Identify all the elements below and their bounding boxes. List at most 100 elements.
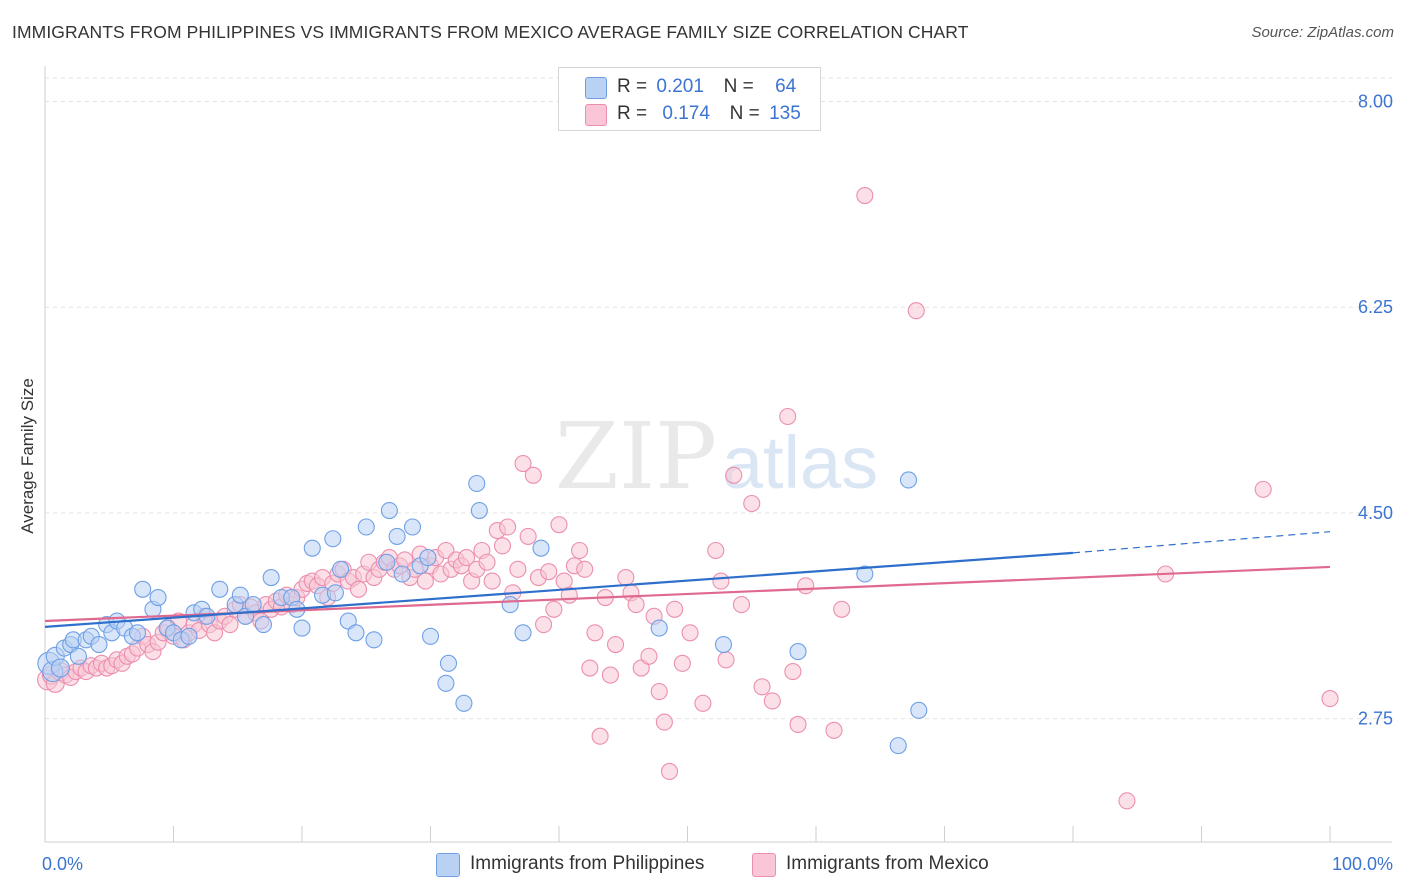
mexico-point	[666, 600, 684, 618]
philippines-point	[357, 518, 375, 536]
mexico-point	[1254, 480, 1272, 498]
mexico-point	[627, 596, 645, 614]
philippines-point	[455, 694, 473, 712]
y-axis-label: Average Family Size	[18, 378, 37, 534]
mexico-point	[349, 580, 368, 598]
x-tick-label: 100.0%	[1332, 854, 1393, 874]
philippines-point	[69, 647, 87, 665]
mexico-point	[673, 654, 691, 672]
legend-n-label: N =	[729, 103, 760, 124]
mexico-point	[478, 553, 496, 571]
mexico-point	[499, 518, 517, 536]
philippines-point	[293, 619, 311, 637]
source-label: Source: ZipAtlas.com	[1251, 24, 1394, 41]
philippines-trend-line	[44, 551, 1074, 629]
mexico-point	[732, 596, 751, 614]
mexico-point	[1118, 792, 1136, 810]
philippines-point	[50, 658, 70, 678]
mexico-point	[591, 727, 609, 745]
watermark: ZIP atlas	[555, 403, 878, 510]
philippines-points	[37, 471, 928, 755]
philippines-point	[347, 624, 365, 642]
mexico-point	[416, 572, 434, 590]
philippines-point	[421, 627, 440, 645]
mexico-point	[717, 651, 735, 669]
mexico-point	[514, 454, 532, 473]
mexico-point	[725, 466, 743, 484]
mexico-point	[457, 549, 476, 567]
mexico-point	[483, 572, 501, 590]
philippines-point	[149, 588, 167, 607]
mexico-point	[856, 186, 874, 205]
mexico-point	[535, 616, 553, 634]
philippines-point	[244, 596, 262, 614]
philippines-point	[254, 616, 273, 634]
mexico-point	[1321, 690, 1339, 708]
trend-lines	[44, 531, 1331, 629]
philippines-point	[365, 631, 383, 649]
legend-n-label: N =	[723, 76, 754, 97]
philippines-point	[439, 654, 458, 672]
philippines-point	[388, 527, 406, 545]
correlation-legend: R = 0.201 N = 64 R = 0.174 N = 135	[558, 67, 821, 131]
mexico-point	[825, 721, 843, 739]
mexico-point	[650, 683, 668, 701]
watermark-atlas: atlas	[722, 421, 878, 504]
legend-n-value: 64	[775, 76, 797, 97]
philippines-point	[211, 580, 229, 598]
mexico-point	[753, 678, 771, 696]
philippines-point	[789, 643, 807, 661]
mexico-point	[545, 600, 563, 618]
philippines-point	[303, 539, 321, 557]
mexico-point	[707, 541, 725, 560]
mexico-point	[763, 692, 781, 710]
philippines-trend-extension	[1072, 531, 1331, 554]
mexico-point	[681, 624, 699, 642]
philippines-point	[380, 501, 398, 520]
legend-r-value: 0.174	[662, 103, 710, 124]
x-tick-label: 0.0%	[42, 854, 83, 874]
philippines-point	[889, 737, 907, 755]
mexico-point	[493, 537, 512, 555]
philippines-point	[134, 580, 152, 598]
mexico-point	[581, 659, 599, 677]
philippines-point	[231, 586, 249, 604]
philippines-point	[714, 635, 733, 654]
philippines-point	[262, 568, 280, 587]
mexico-point	[571, 541, 589, 560]
philippines-point	[326, 584, 344, 602]
philippines-point	[650, 619, 668, 637]
watermark-zip: ZIP	[555, 403, 717, 510]
philippines-point	[90, 635, 108, 654]
series-label-philippines: Immigrants from Philippines	[470, 853, 705, 874]
chart-title: IMMIGRANTS FROM PHILIPPINES VS IMMIGRANT…	[12, 22, 969, 42]
philippines-point	[403, 518, 422, 536]
philippines-point	[501, 596, 519, 614]
mexico-point	[660, 762, 679, 781]
mexico-point	[524, 466, 542, 484]
mexico-point	[509, 560, 527, 578]
y-tick-labels: 2.75 4.50 6.25 8.00	[1358, 92, 1393, 729]
philippines-point	[470, 501, 488, 520]
mexico-point	[833, 600, 851, 618]
y-tick-label: 4.50	[1358, 503, 1393, 523]
axes	[44, 66, 1392, 843]
philippines-point	[910, 701, 928, 719]
mexico-point	[779, 407, 797, 426]
mexico-point	[519, 527, 537, 545]
y-tick-label: 2.75	[1358, 709, 1393, 729]
philippines-point	[437, 674, 455, 692]
philippines-point	[899, 471, 918, 489]
mexico-point	[540, 563, 558, 581]
mexico-swatch	[752, 853, 776, 877]
philippines-point	[419, 549, 437, 567]
philippines-swatch	[585, 77, 607, 99]
philippines-point	[532, 539, 550, 557]
philippines-point	[393, 565, 411, 583]
series-label-mexico: Immigrants from Mexico	[786, 853, 989, 874]
mexico-point	[601, 666, 619, 684]
mexico-point	[576, 560, 594, 578]
legend-n-value: 135	[769, 103, 801, 124]
mexico-point	[789, 715, 807, 734]
